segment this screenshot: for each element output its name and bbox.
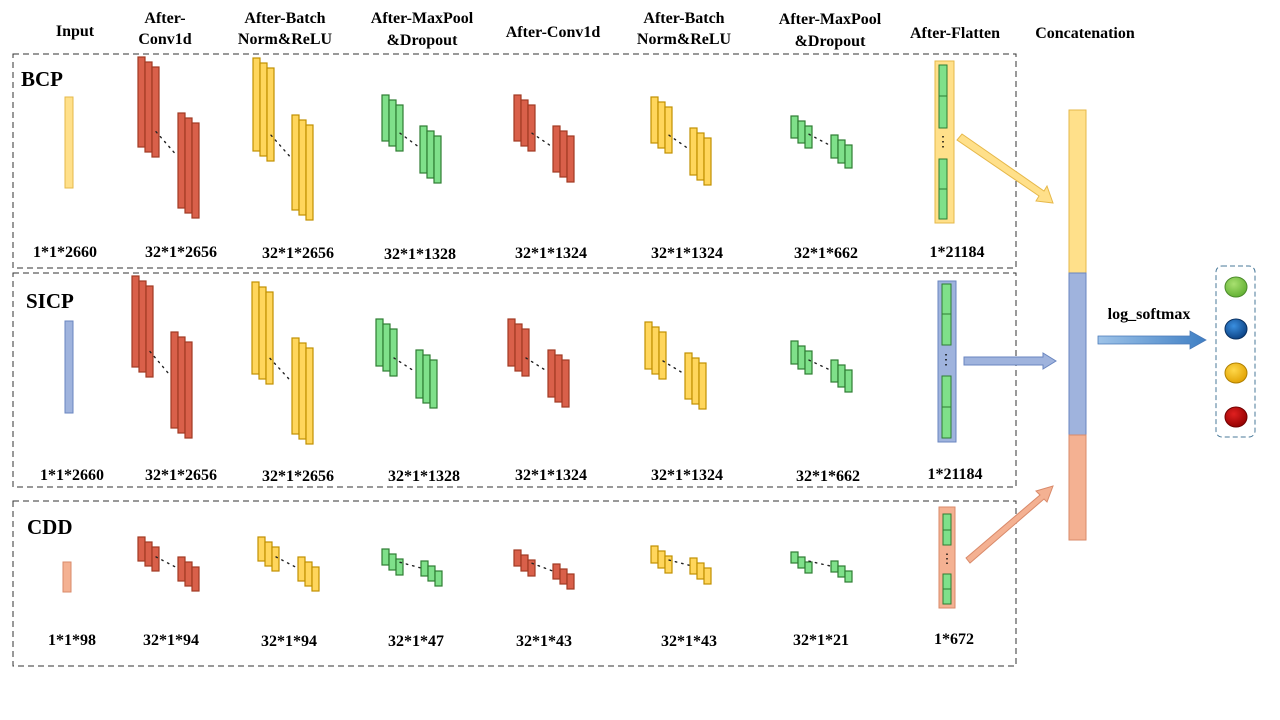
bcp-flatten-vector: ⋮ [934, 60, 955, 224]
sicp-dimension-labels: 1*1*2660 32*1*2656 32*1*2656 32*1*1328 3… [40, 466, 983, 485]
output-class-yellow [1224, 362, 1248, 384]
dim-label: 32*1*21 [793, 632, 849, 649]
log-softmax-label: log_softmax [1108, 306, 1191, 323]
row-label-sicp: SICP [26, 289, 74, 313]
output-box [1215, 265, 1256, 438]
bcp-conv-feature-maps [513, 94, 575, 183]
sicp-panel [12, 272, 1017, 488]
column-headers: Input After-Conv1d After-Batch Norm&ReLU … [56, 10, 1135, 50]
dim-label: 32*1*2656 [262, 468, 334, 485]
dim-label: 32*1*94 [261, 633, 317, 650]
cdd-conv-feature-maps [513, 549, 575, 590]
cdd-bn-feature-maps [257, 536, 320, 592]
concatenation-vector [1068, 109, 1087, 541]
header-flatten: After-Flatten [910, 25, 1000, 42]
sicp-input-bar [64, 320, 74, 414]
sicp-conv-feature-maps [131, 275, 193, 439]
bcp-dimension-labels: 1*1*2660 32*1*2656 32*1*2656 32*1*1328 3… [33, 244, 985, 263]
dim-label: 32*1*662 [794, 245, 858, 262]
bcp-conv-feature-maps [137, 56, 200, 219]
dim-label: 32*1*2656 [145, 467, 217, 484]
cdd-pool-feature-maps [381, 548, 443, 587]
dim-label: 1*1*2660 [40, 467, 104, 484]
sicp-arrow [963, 352, 1057, 370]
header-batchnorm-2: After-Batch Norm&ReLU [637, 10, 732, 48]
bcp-panel [12, 53, 1017, 269]
sicp-bn-feature-maps [251, 281, 314, 445]
dim-label: 32*1*47 [388, 633, 444, 650]
bcp-bn-feature-maps [650, 96, 712, 186]
dim-label: 32*1*43 [661, 633, 717, 650]
bcp-bn-feature-maps [252, 57, 314, 221]
sicp-pool-feature-maps [790, 340, 853, 393]
dim-label: 1*21184 [927, 466, 982, 483]
dim-label: 1*21184 [929, 244, 984, 261]
svg-text:⋮: ⋮ [936, 135, 950, 150]
header-input: Input [56, 23, 95, 40]
bcp-pool-feature-maps [381, 94, 442, 184]
dim-label: 1*1*2660 [33, 244, 97, 261]
cdd-conv-feature-maps [137, 536, 200, 592]
header-conv1d-2: After-Conv1d [506, 24, 601, 41]
sicp-flatten-vector: ⋮ [937, 280, 957, 443]
dim-label: 32*1*2656 [262, 245, 334, 262]
row-label-bcp: BCP [21, 67, 63, 91]
cdd-panel [12, 500, 1017, 667]
header-batchnorm-1: After-Batch Norm&ReLU [238, 10, 333, 48]
output-class-green [1224, 276, 1248, 298]
output-class-red [1224, 406, 1248, 428]
bcp-arrow [956, 133, 1054, 204]
dim-label: 1*672 [934, 631, 974, 648]
cdd-input-bar [62, 561, 72, 593]
dim-label: 32*1*2656 [145, 244, 217, 261]
bcp-pool-feature-maps [790, 115, 853, 169]
dim-label: 32*1*1328 [384, 246, 456, 263]
cdd-bn-feature-maps [650, 545, 712, 585]
cdd-dimension-labels: 1*1*98 32*1*94 32*1*94 32*1*47 32*1*43 3… [48, 631, 974, 650]
bcp-input-bar [64, 96, 74, 189]
header-maxpool-2: After-MaxPool &Dropout [779, 11, 882, 50]
output-class-blue [1224, 318, 1248, 340]
dim-label: 32*1*1324 [651, 467, 723, 484]
dim-label: 32*1*662 [796, 468, 860, 485]
dim-label: 32*1*1324 [651, 245, 723, 262]
sicp-conv-feature-maps [507, 318, 570, 408]
row-label-cdd: CDD [27, 515, 73, 539]
header-concatenation: Concatenation [1035, 25, 1135, 42]
dim-label: 32*1*43 [516, 633, 572, 650]
svg-text:⋮: ⋮ [941, 551, 954, 566]
feature-map-stacks [131, 56, 853, 592]
cdd-flatten-vector: ⋮ [938, 506, 956, 609]
header-conv1d-1: After-Conv1d [138, 10, 191, 48]
cdd-arrow [965, 485, 1054, 564]
dim-label: 32*1*1324 [515, 467, 587, 484]
svg-text:⋮: ⋮ [939, 353, 953, 368]
log-softmax-arrow [1097, 330, 1207, 350]
sicp-pool-feature-maps [375, 318, 438, 409]
dim-label: 32*1*1324 [515, 245, 587, 262]
cdd-pool-feature-maps [790, 551, 853, 583]
dim-label: 32*1*1328 [388, 468, 460, 485]
dim-label: 32*1*94 [143, 632, 199, 649]
sicp-bn-feature-maps [644, 321, 707, 410]
header-maxpool-1: After-MaxPool &Dropout [371, 10, 474, 49]
dim-label: 1*1*98 [48, 632, 96, 649]
